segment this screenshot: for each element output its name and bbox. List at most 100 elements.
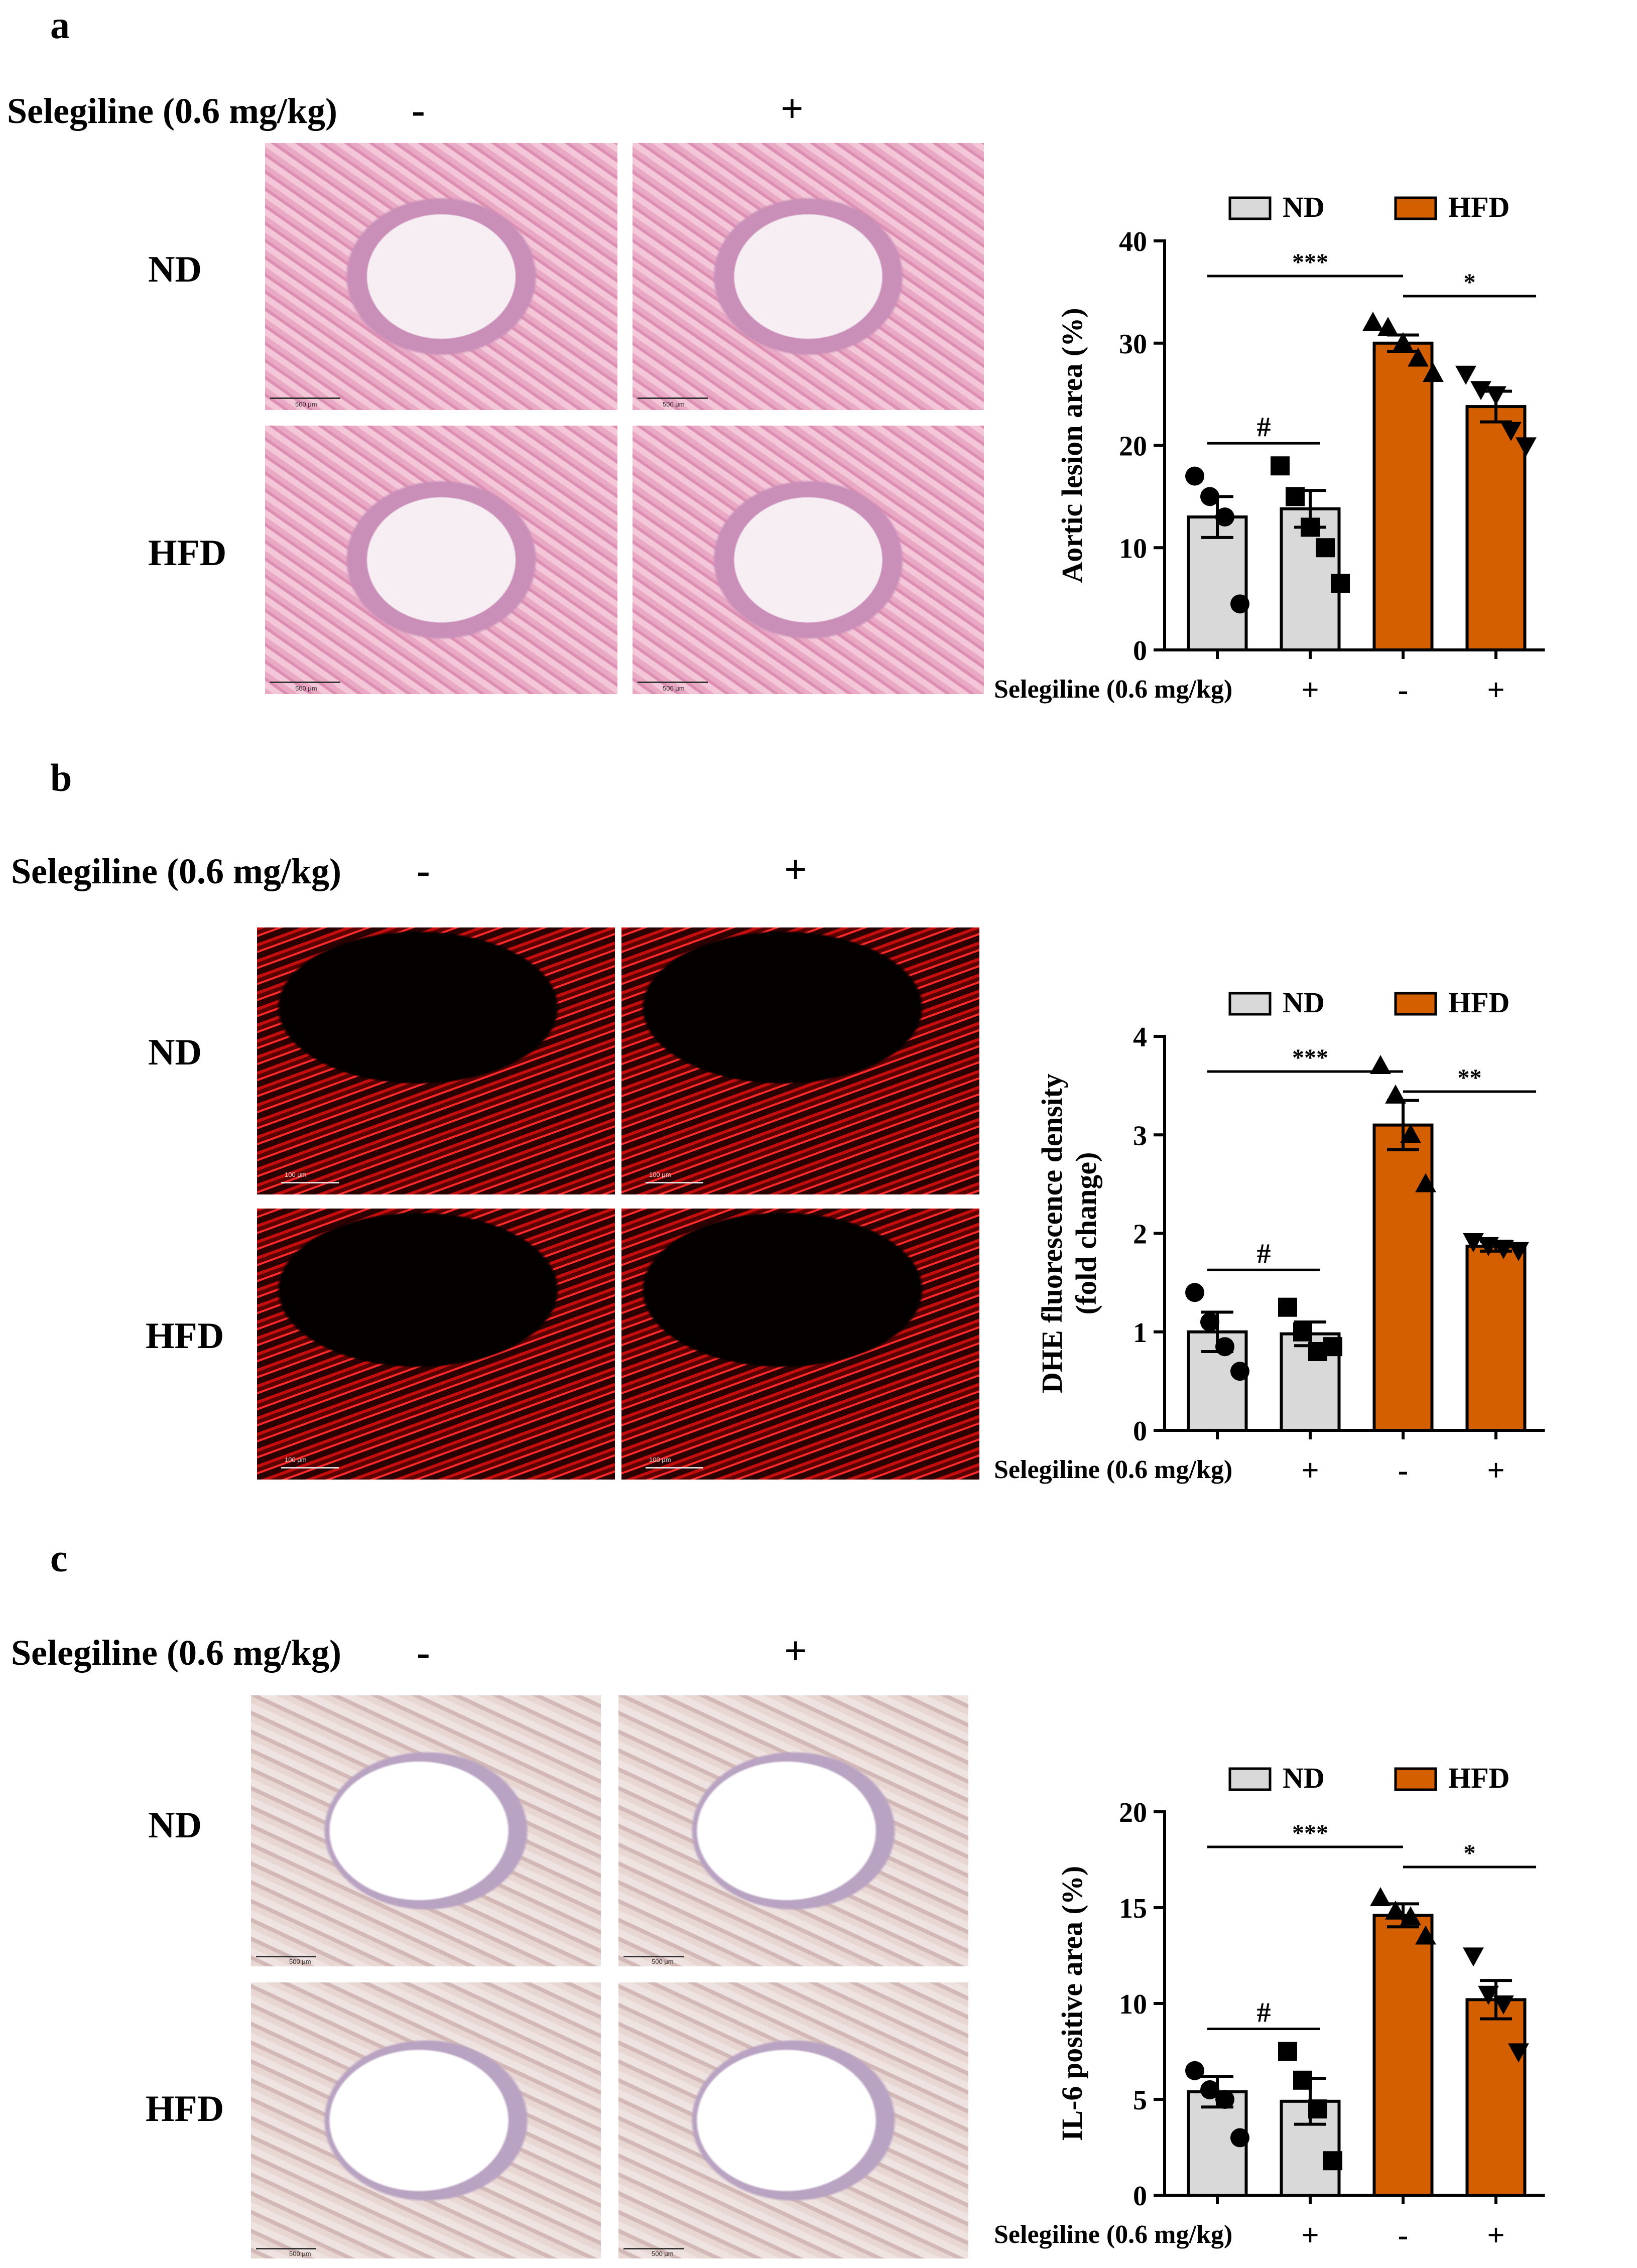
x-tick-label: +	[1301, 2218, 1319, 2252]
bar-hfd-plus	[1465, 1245, 1527, 1432]
data-point	[1301, 517, 1320, 537]
data-point	[1278, 1297, 1297, 1317]
legend-label-nd: ND	[1283, 986, 1325, 1019]
panel-letter-a: a	[50, 3, 70, 47]
data-point	[1215, 2090, 1234, 2109]
data-point	[1185, 2061, 1204, 2080]
significance-label: *	[1464, 1840, 1476, 1866]
data-point	[1493, 1995, 1514, 2015]
row-label-hfd-c: HFD	[146, 2088, 224, 2129]
bar-hfd-plus	[1465, 1998, 1527, 2197]
data-point	[1230, 2128, 1249, 2148]
plus-sign-a: +	[781, 87, 804, 131]
y-axis-label: Aortic lesion area (%)	[1056, 308, 1088, 583]
data-point	[1393, 332, 1414, 351]
bar-chart-c: ND HFD 0 5 10 15 20 IL-6 positive area (%) Seleg…	[994, 1762, 1545, 2252]
data-point	[1185, 1283, 1204, 1302]
scale-label: 500 μm	[295, 401, 317, 408]
plus-sign-c: +	[784, 1629, 807, 1673]
data-point	[1215, 1337, 1234, 1357]
significance-label: ***	[1292, 1820, 1328, 1846]
bar-chart-b: ND HFD 0 1 2 3 4 DHE fluorescence density (fold …	[994, 986, 1545, 1488]
data-point	[1200, 487, 1219, 506]
y-tick-label: 5	[1133, 2085, 1147, 2116]
data-point	[1278, 2042, 1297, 2061]
significance-label: *	[1464, 269, 1476, 296]
scale-bar	[646, 1182, 703, 1183]
micrograph-c-hfd-minus: 500 μm	[251, 1982, 601, 2258]
significance-label: **	[1458, 1064, 1482, 1091]
data-point	[1286, 487, 1305, 506]
minus-sign-a: -	[412, 88, 425, 132]
micrograph-b-hfd-plus: 100 μm	[621, 1209, 979, 1480]
data-point	[1323, 2151, 1342, 2171]
data-point	[1293, 1322, 1312, 1342]
bar-hfd-minus	[1372, 1914, 1434, 2197]
scale-bar	[623, 1956, 684, 1957]
micrograph-c-nd-minus: 500 μm	[251, 1695, 601, 1966]
scale-label: 500 μm	[663, 401, 685, 408]
data-point	[1370, 1055, 1391, 1075]
y-tick-label: 20	[1119, 431, 1147, 462]
data-point	[1316, 538, 1335, 558]
plus-sign-b: +	[784, 848, 807, 892]
data-point	[1485, 386, 1506, 406]
data-point	[1331, 574, 1350, 593]
legend-swatch-hfd	[1394, 196, 1437, 220]
significance-label: ***	[1292, 1044, 1328, 1071]
data-point	[1508, 1242, 1529, 1261]
scale-label: 100 μm	[285, 1171, 307, 1178]
data-point	[1400, 1124, 1421, 1143]
scale-bar	[256, 1956, 316, 1957]
scale-bar	[281, 1467, 339, 1469]
data-point	[1500, 422, 1522, 441]
data-point	[1415, 1925, 1436, 1945]
x-axis-label: Selegiline (0.6 mg/kg)	[994, 675, 1232, 704]
legend-label-nd: ND	[1283, 191, 1325, 223]
scale-bar	[270, 682, 340, 683]
y-tick-label: 20	[1119, 1797, 1147, 1828]
scale-bar	[623, 2248, 684, 2249]
x-tick-label: -	[1212, 1453, 1223, 1488]
significance-label: #	[1257, 1997, 1271, 2029]
legend-label-hfd: HFD	[1448, 191, 1509, 223]
y-axis-label: IL-6 positive area (%)	[1056, 1866, 1088, 2141]
data-point	[1385, 1900, 1406, 1920]
x-tick-label: -	[1398, 2218, 1409, 2252]
legend-swatch-nd	[1228, 992, 1272, 1016]
minus-sign-b: -	[417, 849, 430, 893]
micrograph-a-hfd-plus: 500 μm	[633, 426, 984, 694]
legend-label-hfd: HFD	[1448, 986, 1509, 1019]
scale-label: 500 μm	[652, 1958, 674, 1965]
x-tick-label: +	[1487, 2218, 1504, 2252]
data-point	[1478, 1985, 1499, 2005]
y-axis-label: (fold change)	[1070, 1152, 1102, 1315]
y-tick-label: 2	[1133, 1219, 1147, 1250]
legend-label-nd: ND	[1283, 1762, 1325, 1794]
row-label-nd-b: ND	[148, 1032, 202, 1073]
scale-label: 500 μm	[289, 2250, 311, 2257]
x-tick-label: -	[1398, 673, 1409, 707]
y-tick-label: 0	[1133, 2181, 1147, 2212]
row-label-hfd-a: HFD	[148, 532, 227, 574]
data-point	[1508, 2043, 1529, 2063]
significance-label: ***	[1292, 249, 1328, 276]
micrograph-b-hfd-minus: 100 μm	[257, 1209, 615, 1480]
y-tick-label: 15	[1119, 1893, 1147, 1924]
data-point	[1377, 317, 1399, 336]
data-point	[1215, 507, 1234, 527]
scale-bar	[638, 397, 708, 399]
treatment-header-c: Selegiline (0.6 mg/kg)	[11, 1633, 341, 1673]
data-point	[1463, 1947, 1484, 1967]
micrograph-a-hfd-minus: 500 μm	[265, 426, 617, 694]
data-point	[1385, 1084, 1406, 1104]
scale-label: 500 μm	[663, 685, 685, 692]
x-tick-label: +	[1301, 1453, 1319, 1488]
data-point	[1271, 456, 1290, 476]
y-tick-label: 40	[1119, 226, 1147, 257]
y-tick-label: 0	[1133, 1416, 1147, 1447]
data-point	[1408, 347, 1429, 367]
micrograph-c-hfd-plus: 500 μm	[618, 1982, 968, 2258]
scale-bar	[281, 1182, 339, 1183]
data-point	[1423, 363, 1444, 382]
